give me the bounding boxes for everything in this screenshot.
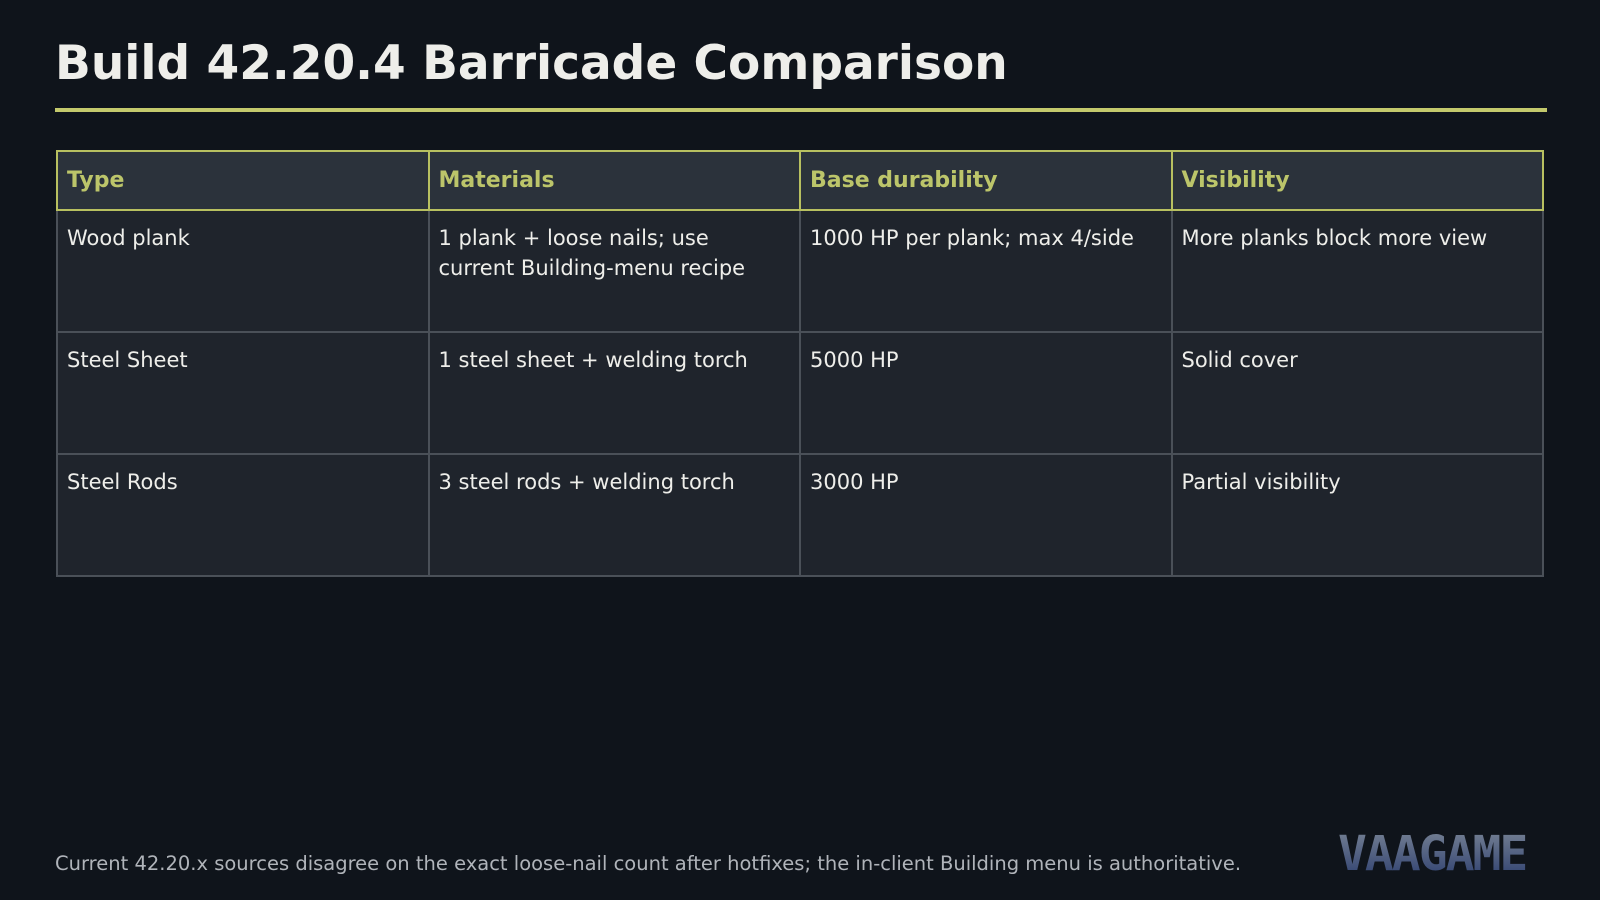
column-header: Materials <box>427 150 801 211</box>
table-cell: 3 steel rods + welding torch <box>427 453 801 577</box>
table-cell: 5000 HP <box>799 331 1173 455</box>
table-cell: Solid cover <box>1170 331 1544 455</box>
comparison-table: Type Materials Base durability Visibility W… <box>56 150 1544 577</box>
table-cell: 1000 HP per plank; max 4/side <box>799 209 1173 333</box>
table-cell: Wood plank <box>56 209 430 333</box>
table-row: Steel Sheet 1 steel sheet + welding torch… <box>56 331 1544 455</box>
table-cell: 1 plank + loose nails; use current Build… <box>427 209 801 333</box>
table-row: Wood plank 1 plank + loose nails; use cur… <box>56 209 1544 333</box>
title-rule <box>55 108 1547 112</box>
table-cell: More planks block more view <box>1170 209 1544 333</box>
title: Build 42.20.4 Barricade Comparison <box>55 36 1008 91</box>
column-header: Type <box>56 150 430 211</box>
table-cell: Partial visibility <box>1170 453 1544 577</box>
footnote: Current 42.20.x sources disagree on the … <box>55 852 1242 875</box>
table-cell: Steel Rods <box>56 453 430 577</box>
table-cell: Steel Sheet <box>56 331 430 455</box>
table-cell: 3000 HP <box>799 453 1173 577</box>
table-body: Wood plank 1 plank + loose nails; use cur… <box>56 209 1544 577</box>
header-row: Type Materials Base durability Visibility <box>56 150 1544 211</box>
table-cell: 1 steel sheet + welding torch <box>427 331 801 455</box>
table-row: Steel Rods 3 steel rods + welding torch 30… <box>56 453 1544 577</box>
column-header: Base durability <box>799 150 1173 211</box>
column-header: Visibility <box>1170 150 1544 211</box>
logo: VAAGAME <box>1338 826 1528 882</box>
